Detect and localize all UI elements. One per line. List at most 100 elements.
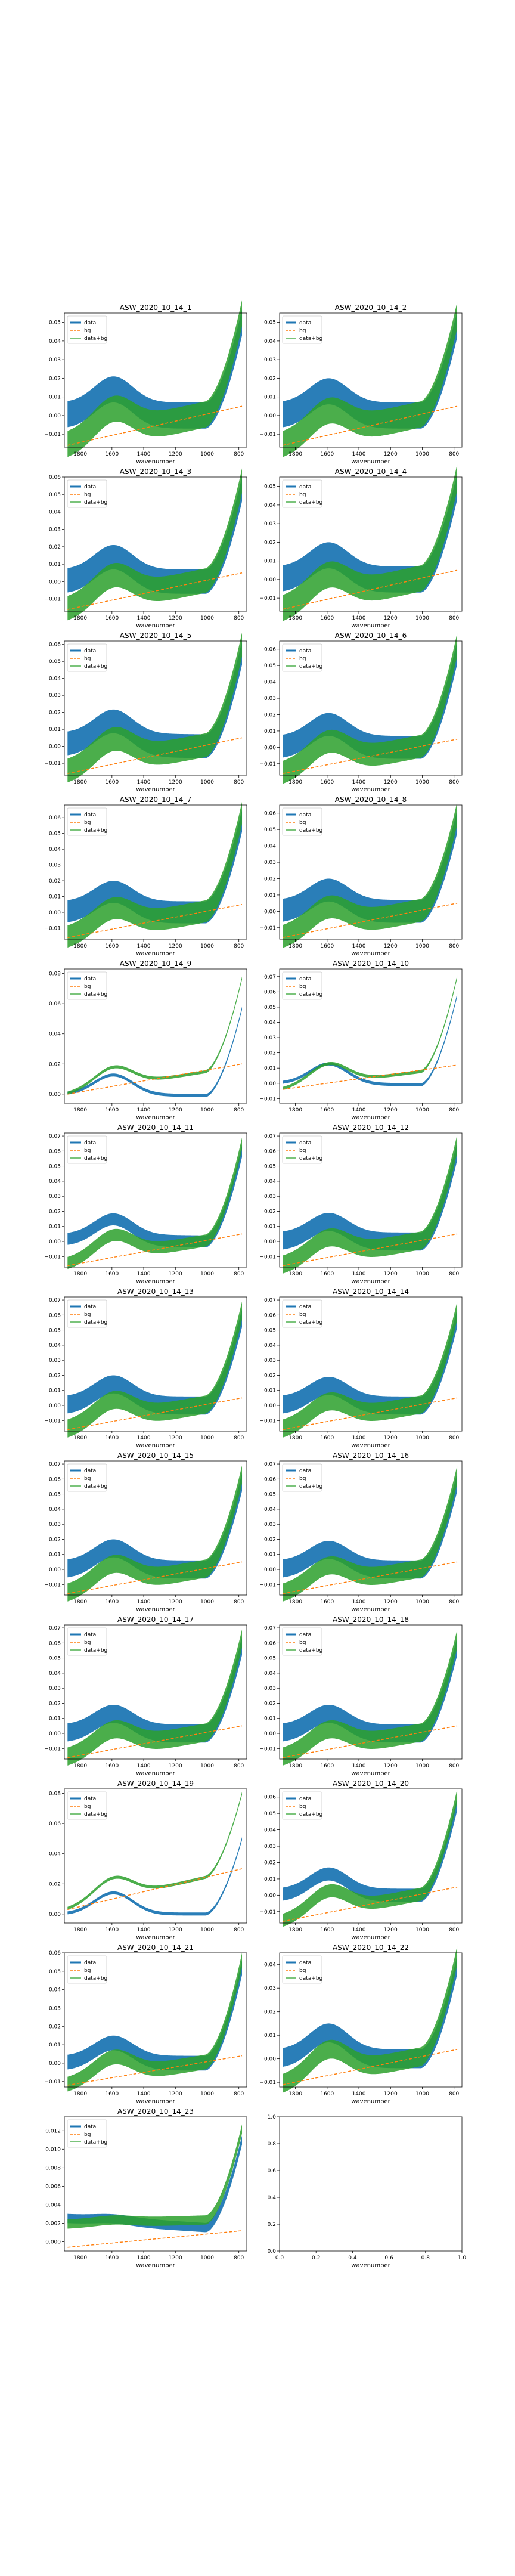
series-data [283,1142,458,1251]
y-tick-label: 0.4 [268,2195,277,2201]
subplot-17: ASW_2020_10_14_17 1800 1600 1400 1200 1000 800… [44,1615,247,1777]
y-tick-label: 0.02 [264,1537,276,1543]
subplot-title: ASW_2020_10_14_7 [120,795,191,804]
y-tick-label: 0.04 [264,1020,276,1026]
series-data-bg [67,1953,243,2092]
y-tick-label: 0.06 [264,811,276,817]
legend-label: data+bg [299,1484,322,1490]
y-tick-label: 0.02 [49,710,61,716]
y-tick-label: 0.00 [49,1731,61,1737]
y-tick-label: −0.01 [259,1746,276,1752]
subplot-7: ASW_2020_10_14_7 1800 1600 1400 1200 1000 800 −… [44,795,247,957]
y-tick-label: 0.004 [45,2202,61,2208]
y-tick-label: 0.02 [49,1061,61,1067]
subplot-title: ASW_2020_10_14_19 [117,1779,194,1788]
y-tick-label: −0.01 [259,432,276,438]
subplot-title: ASW_2020_10_14_11 [117,1123,194,1132]
legend-label: data+bg [299,828,322,834]
legend-label: bg [84,1312,91,1318]
axes-frame [64,1788,247,1924]
subplot-title: ASW_2020_10_14_22 [333,1943,409,1952]
series-bg [67,1397,243,1431]
x-tick-label: 1400 [352,1271,366,1277]
x-tick-label: 800 [449,1271,459,1277]
y-tick-label: 0.07 [264,1134,276,1140]
x-tick-label: 1400 [137,1271,151,1277]
subplot-title: ASW_2020_10_14_9 [120,959,191,968]
series-data-bg [283,302,458,457]
y-tick-label: 0.03 [264,1686,276,1692]
y-tick-label: 0.03 [49,2005,61,2011]
series-data-bg [283,1789,458,1927]
y-tick-label: 0.03 [49,1194,61,1200]
subplot-2: ASW_2020_10_14_2 1800 1600 1400 1200 1000 800 −… [259,302,463,465]
subplot-title: ASW_2020_10_14_8 [335,795,407,804]
series-bg [67,2055,243,2086]
legend-label: data [299,320,311,326]
subplot-5: ASW_2020_10_14_5 1800 1600 1400 1200 1000 800 −… [44,631,247,793]
x-tick-label: 1600 [320,1271,334,1277]
y-tick-label: 0.00 [49,1092,61,1098]
axes-frame [279,1296,463,1432]
legend: data bg data+bg [282,1299,322,1328]
x-tick-label: 800 [449,451,459,457]
y-tick-label: 0.02 [264,1860,276,1866]
x-tick-label: 1200 [169,615,182,621]
y-tick-label: 0.05 [49,320,61,326]
x-axis-label: wavenumber [351,950,390,957]
y-tick-label: 0.02 [49,1537,61,1543]
y-tick-label: 0.02 [49,878,61,884]
series-bg [67,572,243,610]
series-bg [283,1561,458,1594]
y-tick-label: 0.03 [264,521,276,527]
x-tick-label: 1200 [169,1435,182,1441]
legend: data bg data+bg [67,971,107,1000]
legend-label: bg [84,656,91,662]
x-tick-label: 1800 [288,943,302,949]
axes-frame [279,968,463,1104]
y-tick-label: 0.02 [264,876,276,882]
legend-label: data+bg [299,336,322,342]
x-tick-label: 1600 [320,1599,334,1605]
x-tick-label: 1800 [73,615,87,621]
series-bg [67,904,243,939]
x-tick-label: 1200 [384,1927,398,1933]
y-tick-label: −0.01 [44,597,61,603]
series-bg [283,1725,458,1758]
series-data-bg [67,1137,243,1270]
y-tick-label: 0.00 [49,413,61,419]
legend: data bg data+bg [67,1627,107,1656]
y-tick-label: 0.05 [49,492,61,498]
x-axis-label: wavenumber [351,2098,390,2105]
legend-label: data [299,812,311,818]
y-tick-label: 0.05 [49,1656,61,1662]
y-tick-label: 0.01 [49,1388,61,1394]
y-tick-label: 0.02 [49,1373,61,1379]
axes-frame [64,2116,247,2252]
x-axis-label: wavenumber [136,2098,175,2105]
y-tick-label: 0.01 [49,2042,61,2048]
y-tick-label: 0.05 [49,1969,61,1975]
x-tick-label: 1600 [105,1107,119,1113]
legend-label: data [299,1468,311,1474]
y-tick-label: −0.01 [44,1418,61,1424]
x-tick-label: 800 [449,1435,459,1441]
x-tick-label: 0.2 [312,2255,320,2261]
subplot-title: ASW_2020_10_14_15 [117,1451,194,1460]
series-bg [67,1868,243,1910]
y-tick-label: 0.06 [49,1148,61,1154]
x-tick-label: 1000 [200,451,214,457]
y-tick-label: 0.00 [49,579,61,585]
legend-label: bg [84,1804,91,1810]
y-tick-label: 0.00 [264,909,276,915]
y-tick-label: 0.08 [49,1791,61,1797]
legend: data bg data+bg [67,1955,107,1984]
x-tick-label: 1000 [200,1927,214,1933]
legend-label: data+bg [84,336,107,342]
y-tick-label: 0.2 [268,2222,276,2228]
y-tick-label: −0.01 [44,432,61,438]
axes-frame [279,312,463,448]
y-tick-label: 0.05 [49,831,61,837]
axes-frame [64,1624,247,1760]
y-tick-label: 0.00 [49,1403,61,1409]
